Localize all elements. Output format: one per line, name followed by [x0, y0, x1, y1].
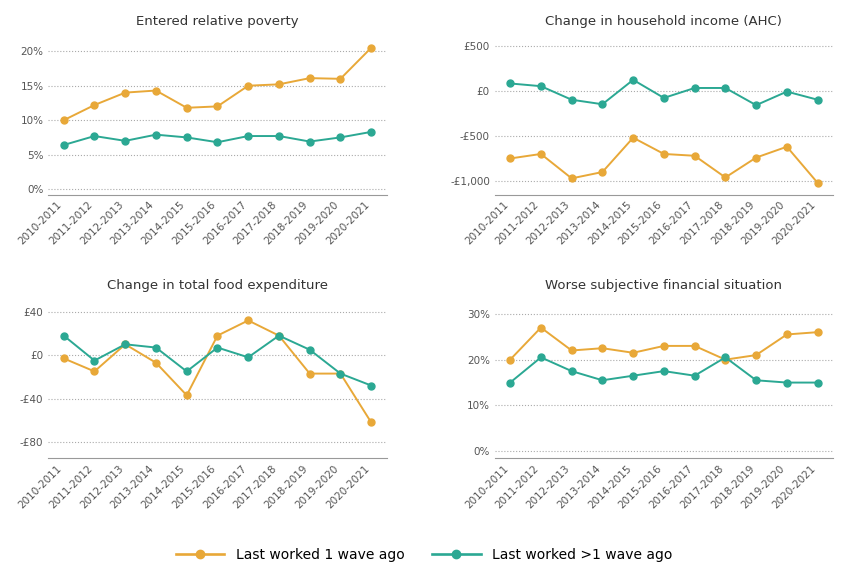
Title: Change in household income (AHC): Change in household income (AHC)	[545, 15, 783, 28]
Title: Entered relative poverty: Entered relative poverty	[137, 15, 298, 28]
Title: Worse subjective financial situation: Worse subjective financial situation	[545, 279, 783, 291]
Legend: Last worked 1 wave ago, Last worked >1 wave ago: Last worked 1 wave ago, Last worked >1 w…	[170, 542, 678, 567]
Title: Change in total food expenditure: Change in total food expenditure	[107, 279, 328, 291]
